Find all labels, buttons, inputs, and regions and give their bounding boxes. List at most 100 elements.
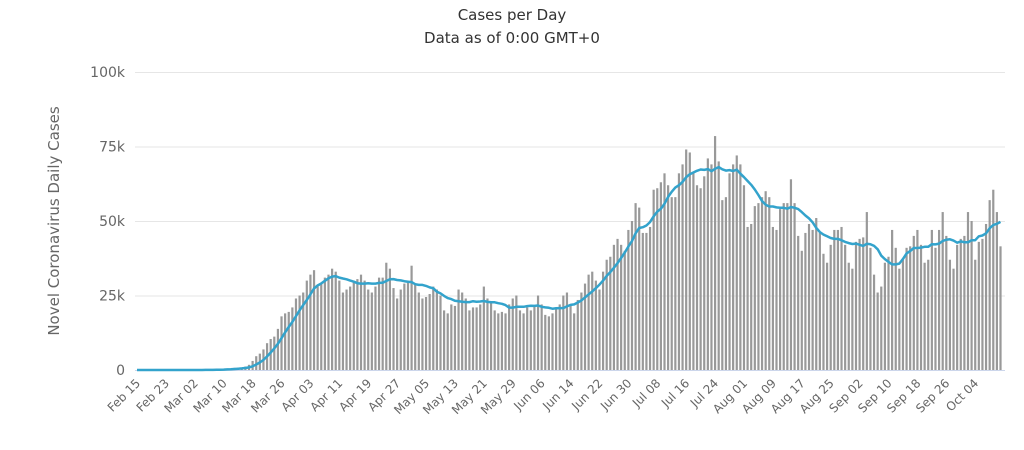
chart-subtitle: Data as of 0:00 GMT+0 — [424, 29, 600, 47]
bar — [295, 298, 297, 370]
bar — [400, 290, 402, 370]
bar — [497, 313, 499, 370]
bar — [472, 307, 474, 370]
bar — [429, 294, 431, 370]
bar — [761, 197, 763, 370]
bar — [414, 284, 416, 370]
bar — [364, 281, 366, 370]
y-tick-label: 75k — [99, 140, 126, 156]
bar — [519, 310, 521, 370]
bar — [421, 298, 423, 370]
bar — [671, 197, 673, 370]
y-tick-label: 25k — [99, 289, 126, 305]
bar — [736, 155, 738, 370]
bar — [432, 287, 434, 370]
bar — [450, 304, 452, 370]
bar — [566, 293, 568, 370]
x-tick-label: Jun 22 — [568, 376, 605, 413]
bar — [371, 293, 373, 370]
bar — [602, 272, 604, 370]
bar — [360, 275, 362, 370]
x-tick-label: Jun 30 — [597, 376, 634, 413]
bar — [378, 278, 380, 370]
bar — [533, 306, 535, 370]
bar — [974, 260, 976, 370]
bar — [757, 203, 759, 370]
bar — [277, 329, 279, 370]
bar — [967, 212, 969, 370]
bar — [392, 288, 394, 370]
bar — [862, 237, 864, 370]
bar — [938, 230, 940, 370]
y-tick-label: 100k — [90, 65, 126, 81]
bar — [551, 313, 553, 370]
bar — [891, 230, 893, 370]
bar — [280, 316, 282, 370]
bar — [512, 298, 514, 370]
chart-title: Cases per Day — [458, 6, 567, 24]
bar — [996, 212, 998, 370]
bar — [548, 316, 550, 370]
bar — [754, 206, 756, 370]
bar — [916, 230, 918, 370]
y-axis-label: Novel Coronavirus Daily Cases — [45, 106, 63, 336]
bar — [504, 313, 506, 370]
bar — [837, 230, 839, 370]
bar — [656, 188, 658, 370]
bar — [934, 248, 936, 370]
bar — [830, 245, 832, 370]
bar — [793, 203, 795, 370]
y-tick-label: 0 — [116, 363, 125, 379]
bar — [718, 161, 720, 370]
bar — [963, 236, 965, 370]
bar — [779, 209, 781, 370]
bar — [306, 281, 308, 370]
bar — [866, 212, 868, 370]
bar — [859, 239, 861, 370]
bar — [775, 230, 777, 370]
bar — [418, 293, 420, 370]
bar — [971, 221, 973, 370]
bar — [331, 269, 333, 370]
bar — [956, 245, 958, 370]
bar — [772, 227, 774, 370]
bar — [833, 230, 835, 370]
bar — [869, 248, 871, 370]
bar — [801, 251, 803, 370]
bar — [743, 185, 745, 370]
bar — [728, 173, 730, 370]
bar — [924, 263, 926, 370]
bar — [981, 239, 983, 370]
bar — [389, 269, 391, 370]
bar — [508, 304, 510, 370]
bar — [476, 307, 478, 370]
bar — [569, 304, 571, 370]
bars — [172, 136, 1002, 370]
bar — [898, 269, 900, 370]
bar — [559, 304, 561, 370]
bar — [902, 260, 904, 370]
bar — [714, 136, 716, 370]
bar — [447, 313, 449, 370]
bar — [909, 246, 911, 370]
bar — [808, 224, 810, 370]
bar — [425, 297, 427, 370]
bar — [541, 304, 543, 370]
bar — [689, 152, 691, 370]
bar — [479, 304, 481, 370]
bar — [483, 287, 485, 370]
bar — [797, 236, 799, 370]
bar — [812, 230, 814, 370]
bar — [700, 188, 702, 370]
bar — [681, 164, 683, 370]
bar — [616, 239, 618, 370]
bar — [999, 246, 1001, 370]
bar — [454, 306, 456, 370]
bar — [338, 281, 340, 370]
bar — [747, 227, 749, 370]
bar — [927, 260, 929, 370]
bar — [887, 257, 889, 370]
bar — [385, 263, 387, 370]
x-tick-label: Oct 04 — [943, 376, 981, 414]
